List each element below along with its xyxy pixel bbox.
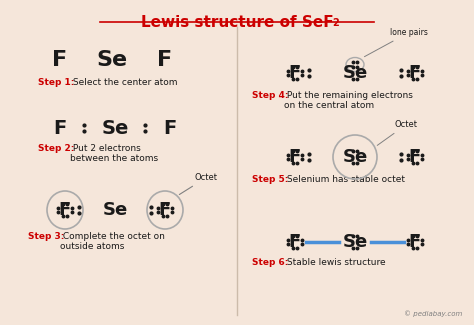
Text: Se: Se [102, 201, 128, 219]
Text: Step 6:: Step 6: [252, 258, 288, 267]
Text: F: F [54, 119, 67, 137]
Text: Put the remaining electrons
on the central atom: Put the remaining electrons on the centr… [284, 91, 413, 111]
Text: © pediabay.com: © pediabay.com [404, 310, 462, 317]
Text: Stable lewis structure: Stable lewis structure [284, 258, 386, 267]
Text: Put 2 electrons
between the atoms: Put 2 electrons between the atoms [70, 144, 158, 163]
Text: Step 1:: Step 1: [38, 78, 74, 87]
Text: Se: Se [342, 148, 368, 166]
Text: Se: Se [101, 119, 128, 137]
Text: Complete the octet on
outside atoms: Complete the octet on outside atoms [60, 232, 165, 252]
Text: F: F [409, 64, 421, 82]
Text: 2: 2 [332, 18, 339, 28]
Text: Octet: Octet [377, 120, 418, 145]
Text: F: F [164, 119, 177, 137]
Text: Select the center atom: Select the center atom [70, 78, 177, 87]
Text: F: F [53, 50, 68, 70]
Text: F: F [289, 64, 301, 82]
Text: F: F [289, 233, 301, 251]
Text: F: F [157, 50, 173, 70]
Text: Se: Se [342, 64, 368, 82]
Text: Step 3:: Step 3: [28, 232, 64, 241]
Text: Octet: Octet [179, 173, 218, 195]
Text: Step 5:: Step 5: [252, 175, 288, 184]
Text: F: F [289, 148, 301, 166]
Text: Se: Se [96, 50, 128, 70]
Text: Lewis structure of SeF: Lewis structure of SeF [141, 15, 333, 30]
Text: Step 4:: Step 4: [252, 91, 289, 100]
Text: Step 2:: Step 2: [38, 144, 74, 153]
Text: F: F [59, 201, 71, 219]
Text: Selenium has stable octet: Selenium has stable octet [284, 175, 405, 184]
Text: F: F [409, 148, 421, 166]
Text: lone pairs: lone pairs [365, 28, 428, 57]
Text: F: F [159, 201, 171, 219]
Text: Se: Se [342, 233, 368, 251]
Text: F: F [409, 233, 421, 251]
